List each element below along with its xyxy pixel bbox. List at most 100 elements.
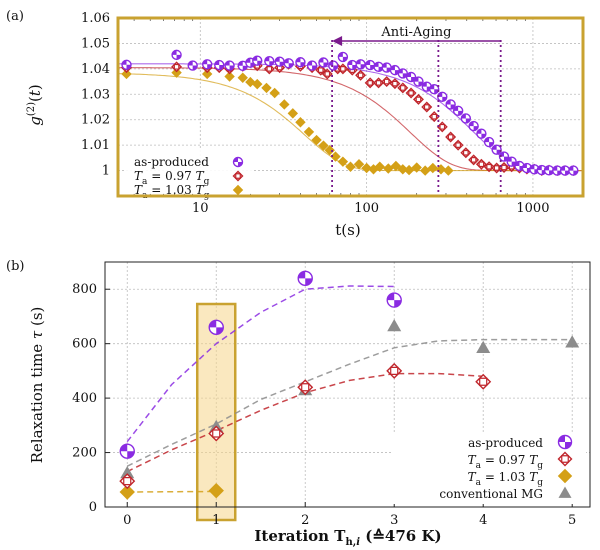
panel-a-data-point bbox=[264, 56, 275, 67]
panel-a-frame bbox=[116, 16, 585, 198]
panel-a-data-point bbox=[318, 140, 329, 151]
panel-a-data-point bbox=[427, 162, 439, 174]
panel-b-x-tick-label: 1 bbox=[212, 513, 220, 528]
panel-a-data-point bbox=[411, 162, 422, 173]
panel-b-data-point bbox=[120, 465, 135, 479]
panel-a-data-point bbox=[361, 162, 372, 174]
panel-a-data-point bbox=[347, 59, 358, 71]
panel-b-x-tick-label: 2 bbox=[301, 513, 309, 528]
panel-a-data-point bbox=[279, 99, 290, 110]
panel-a-data-point bbox=[269, 87, 280, 99]
panel-a-data-point bbox=[315, 64, 327, 76]
svg-text:g(2)(t): g(2)(t) bbox=[26, 84, 44, 126]
panel-a-data-point bbox=[345, 161, 356, 172]
panel-b-y-tick-label: 400 bbox=[72, 391, 97, 406]
panel-a-data-point bbox=[171, 49, 182, 61]
panel-a-data-point bbox=[445, 131, 457, 143]
panel-a-data-point bbox=[328, 60, 339, 71]
panel-a: (a) 10 100 1000 1 1.01 1.02 1.03 1.04 1.05 1.06 A… bbox=[6, 9, 585, 239]
panel-a-data-point bbox=[405, 87, 417, 99]
panel-a-data-point bbox=[429, 83, 440, 95]
panel-b-legend-marker bbox=[557, 468, 573, 484]
panel-a-legend-label: Ta = 0.97 Tg bbox=[134, 169, 210, 187]
panel-a-data-point bbox=[274, 56, 285, 67]
panel-b-frame bbox=[104, 261, 591, 508]
panel-b-trend-line bbox=[126, 285, 395, 443]
panel-b-legend-label: conventional MG bbox=[439, 487, 543, 501]
panel-a-data-point bbox=[321, 68, 333, 80]
panel-b-y-tick-label: 800 bbox=[72, 282, 97, 297]
panel-b-data-point bbox=[119, 484, 135, 500]
panel-a-legend-label: as-produced bbox=[134, 155, 209, 169]
panel-b-x-tick-label: 4 bbox=[479, 513, 487, 528]
panel-a-data-point bbox=[468, 154, 480, 166]
panel-a-data-point bbox=[445, 99, 456, 110]
panel-b-y-axis-text: Relaxation time τ (s) bbox=[28, 307, 46, 464]
panel-b: (b) 0 1 2 3 4 5 0 200 400 600 800 as-produced Ta = … bbox=[6, 259, 591, 548]
panel-b-data-point bbox=[297, 270, 313, 287]
panel-b-legend-marker bbox=[558, 486, 572, 498]
panel-b-legend-label: Ta = 0.97 Tg bbox=[468, 453, 544, 471]
panel-a-data-point bbox=[468, 120, 479, 132]
panel-a-data-point bbox=[364, 77, 376, 89]
panel-a-y-tick-label: 1.06 bbox=[81, 11, 110, 26]
panel-a-legend-marker bbox=[232, 170, 244, 182]
panel-b-ticks: 0 1 2 3 4 5 0 200 400 600 800 bbox=[72, 282, 576, 528]
panel-a-data-point bbox=[224, 71, 235, 82]
panel-a-data-point bbox=[353, 159, 365, 170]
panel-a-data-point bbox=[245, 76, 256, 88]
panel-a-legend-marker bbox=[232, 156, 244, 168]
panel-b-data-point bbox=[208, 482, 224, 499]
panel-a-data-point bbox=[303, 126, 315, 138]
panel-a-data-point bbox=[121, 59, 132, 70]
panel-a-data-point bbox=[397, 82, 409, 94]
panel-a-data-point bbox=[355, 69, 367, 81]
panel-a-data-point bbox=[252, 55, 263, 66]
panel-a-data-point bbox=[171, 61, 183, 73]
panel-b-y-axis-label: Relaxation time τ (s) bbox=[28, 307, 46, 464]
panel-b-trend-line bbox=[126, 338, 573, 467]
panel-a-data-point bbox=[373, 61, 384, 73]
panel-b-data-point bbox=[565, 335, 580, 348]
panel-a-data-point bbox=[460, 113, 472, 124]
panel-a-data-point bbox=[355, 59, 366, 70]
panel-a-data-point bbox=[460, 147, 472, 159]
panel-a-data-point bbox=[483, 136, 495, 148]
panel-a-data-point bbox=[421, 101, 433, 113]
panel-a-data-point bbox=[324, 145, 335, 156]
panel-a-data-point bbox=[337, 51, 349, 63]
panel-b-x-axis-text: Iteration Th,i (≙476 K) bbox=[254, 527, 441, 548]
highlight-box bbox=[195, 302, 237, 522]
panel-a-data-point bbox=[491, 144, 502, 155]
panel-a-data-point bbox=[364, 59, 376, 71]
panel-a-y-axis-label: g(2)(t) bbox=[26, 84, 44, 126]
panel-b-y-tick-label: 0 bbox=[89, 500, 97, 515]
panel-a-data-point bbox=[412, 93, 424, 105]
panel-a-y-tick-label: 1.03 bbox=[81, 87, 110, 102]
panel-a-data-point bbox=[201, 59, 213, 70]
panel-a-data-point bbox=[283, 58, 294, 69]
panel-a-data-point bbox=[187, 60, 198, 71]
iteration-1-highlight bbox=[195, 302, 237, 522]
panel-a-data-point bbox=[287, 108, 299, 119]
panel-a-data-point bbox=[405, 71, 417, 83]
panel-b-data-point bbox=[476, 340, 491, 353]
panel-b-x-axis-label: Iteration Th,i (≙476 K) bbox=[254, 527, 441, 548]
panel-a-data-point bbox=[381, 76, 393, 88]
panel-b-data-point bbox=[119, 473, 136, 490]
panel-a-data-point bbox=[224, 60, 235, 71]
panel-a-data-point bbox=[403, 164, 415, 176]
panel-a-y-tick-label: 1.02 bbox=[81, 113, 110, 128]
panel-a-data-point bbox=[373, 77, 385, 89]
panel-a-data-point bbox=[171, 67, 182, 78]
panel-a-y-tick-label: 1 bbox=[102, 164, 110, 179]
panel-b-x-tick-label: 0 bbox=[123, 513, 131, 528]
panel-a-data-point bbox=[121, 68, 132, 80]
panel-b-data-point bbox=[386, 362, 403, 379]
anti-aging-arrowhead bbox=[332, 36, 343, 46]
panel-b-label: (b) bbox=[6, 259, 24, 274]
panel-a-data-point bbox=[237, 72, 248, 83]
panel-a-y-tick-label: 1.01 bbox=[81, 138, 110, 153]
panel-a-data-point bbox=[295, 117, 306, 128]
